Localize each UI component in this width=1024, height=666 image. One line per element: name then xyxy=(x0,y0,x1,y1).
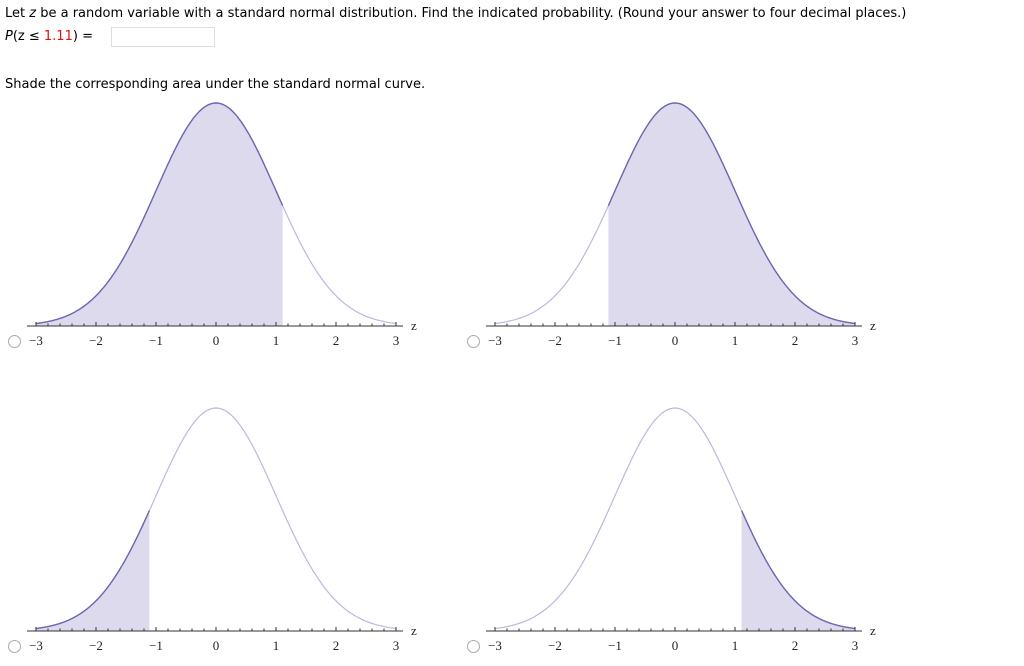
tick-label: −1 xyxy=(608,333,622,348)
tick-label: −3 xyxy=(29,638,43,653)
axis-label-z: z xyxy=(411,623,417,638)
tick-label: 3 xyxy=(393,638,400,653)
prob-value: 1.11 xyxy=(43,29,73,44)
question-body: be a random variable with a standard nor… xyxy=(36,6,907,21)
tick-label: 2 xyxy=(792,333,799,348)
normal-curve-chart: −3 −2 −1 0 1 2 3z xyxy=(27,407,417,653)
tick-label: −2 xyxy=(548,333,562,348)
variable-z: z xyxy=(29,6,37,21)
curve-unshaded xyxy=(494,407,856,630)
prob-open: (z ≤ xyxy=(12,29,44,44)
normal-curve-option-3[interactable]: −3 −2 −1 0 1 2 3 z xyxy=(0,400,460,660)
normal-curve-chart: −3 −2 −1 0 1 2 3z xyxy=(486,102,876,348)
instruction-text: Shade the corresponding area under the s… xyxy=(5,77,426,92)
tick-label: −1 xyxy=(149,638,163,653)
option-radio[interactable] xyxy=(467,335,480,348)
tick-label: −1 xyxy=(149,333,163,348)
tick-label: −2 xyxy=(89,333,103,348)
tick-label: 0 xyxy=(213,333,220,348)
tick-label: 1 xyxy=(273,638,280,653)
tick-label: 0 xyxy=(213,638,220,653)
shaded-area xyxy=(608,103,855,326)
tick-label: 0 xyxy=(672,638,679,653)
probability-expression: P(z ≤ 1.11) = xyxy=(5,29,93,44)
tick-label: 2 xyxy=(333,638,340,653)
tick-label: 3 xyxy=(852,638,859,653)
normal-curve-option-2[interactable]: −3 −2 −1 0 1 2 3 z xyxy=(459,95,919,355)
answer-input[interactable] xyxy=(111,27,215,47)
curve-shaded xyxy=(35,102,284,325)
curve-shaded xyxy=(607,102,856,325)
option-radio[interactable] xyxy=(8,640,21,653)
tick-label: 1 xyxy=(273,333,280,348)
question-prefix: Let xyxy=(5,6,30,21)
tick-label: −3 xyxy=(488,333,502,348)
tick-label: −2 xyxy=(89,638,103,653)
shaded-area xyxy=(741,510,855,631)
shaded-area xyxy=(36,103,283,326)
tick-label: 1 xyxy=(732,333,739,348)
tick-label: 2 xyxy=(333,333,340,348)
axis-label-z: z xyxy=(870,623,876,638)
tick-label: 3 xyxy=(852,333,859,348)
option-radio[interactable] xyxy=(467,640,480,653)
prob-close: ) = xyxy=(72,29,93,44)
prob-P: P xyxy=(5,29,13,44)
option-radio[interactable] xyxy=(8,335,21,348)
curve-shaded xyxy=(36,510,151,630)
normal-curve-chart: −3 −2 −1 0 1 2 3z xyxy=(486,407,876,653)
tick-label: −2 xyxy=(548,638,562,653)
axis-label-z: z xyxy=(411,318,417,333)
tick-label: 2 xyxy=(792,638,799,653)
curve-unshaded xyxy=(35,407,397,630)
curve-shaded xyxy=(740,510,855,630)
tick-label: 1 xyxy=(732,638,739,653)
normal-curve-option-1[interactable]: −3 −2 −1 0 1 2 3 z xyxy=(0,95,460,355)
normal-curve-chart: −3 −2 −1 0 1 2 3z xyxy=(27,102,417,348)
shaded-area xyxy=(36,510,150,631)
tick-label: −3 xyxy=(29,333,43,348)
tick-label: 0 xyxy=(672,333,679,348)
tick-label: −3 xyxy=(488,638,502,653)
question-text: Let z be a random variable with a standa… xyxy=(5,6,906,21)
tick-label: −1 xyxy=(608,638,622,653)
axis-label-z: z xyxy=(870,318,876,333)
normal-curve-option-4[interactable]: −3 −2 −1 0 1 2 3 z xyxy=(459,400,919,660)
tick-label: 3 xyxy=(393,333,400,348)
